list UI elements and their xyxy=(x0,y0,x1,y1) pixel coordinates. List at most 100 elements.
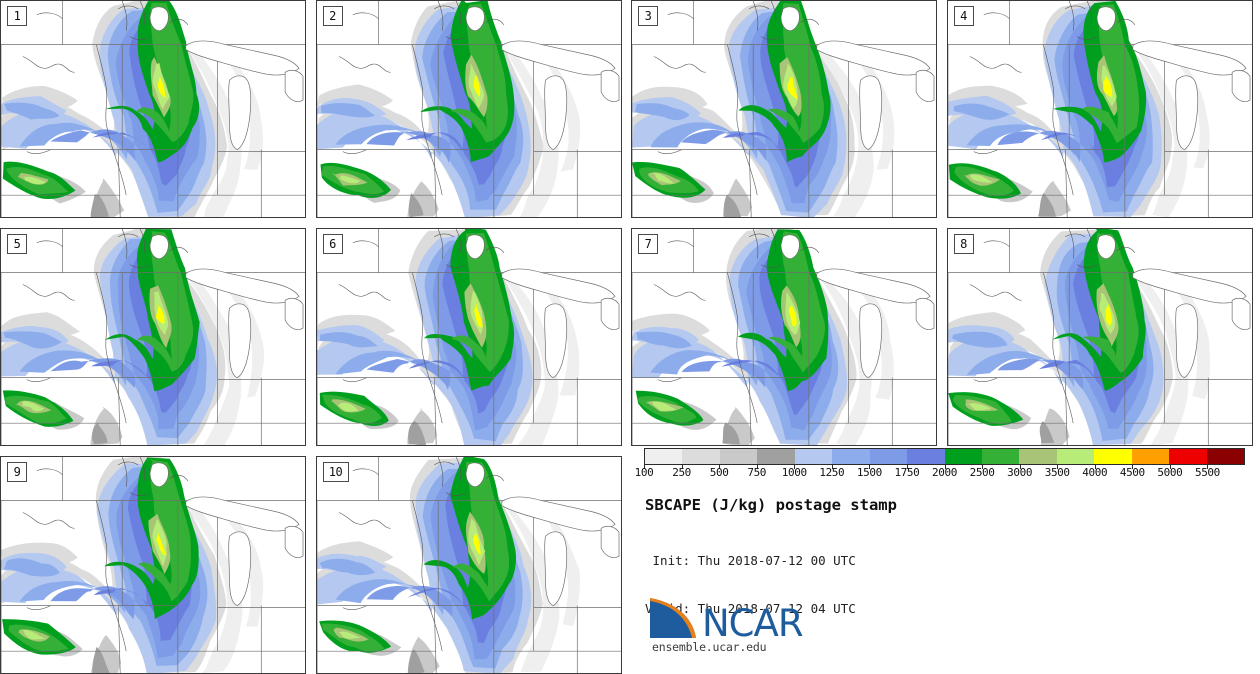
map-panel-7[interactable]: 7 xyxy=(631,228,937,446)
river-line xyxy=(485,246,504,253)
river-line xyxy=(1042,44,1054,124)
river-line xyxy=(60,64,75,73)
cape-band xyxy=(543,286,579,396)
great-lake-outline xyxy=(600,69,619,102)
map-panel-5[interactable]: 5 xyxy=(0,228,306,446)
cape-band xyxy=(814,46,874,217)
cape-band xyxy=(136,2,194,143)
map-panel-4[interactable]: 4 xyxy=(946,0,1253,218)
cape-band xyxy=(856,288,894,400)
map-panel-10[interactable]: 10 xyxy=(315,456,622,674)
great-lake-outline xyxy=(149,234,169,260)
cape-band xyxy=(156,531,167,556)
cape-band xyxy=(319,332,378,348)
cape-band xyxy=(184,500,243,673)
panel-number-label-9: 9 xyxy=(7,462,27,482)
river-line xyxy=(667,240,694,248)
cape-band xyxy=(1130,271,1188,445)
cape-band xyxy=(185,272,242,445)
river-line xyxy=(121,229,128,259)
colorbar-swatch xyxy=(832,449,870,464)
river-line xyxy=(36,12,63,20)
river-line xyxy=(445,264,466,268)
colorbar-swatch xyxy=(1056,449,1095,464)
cape-band xyxy=(1102,75,1112,98)
ncar-logo-icon: NCAR xyxy=(650,598,804,645)
great-lake-outline xyxy=(465,6,485,32)
cape-band xyxy=(23,176,46,185)
river-line xyxy=(760,36,782,40)
colorbar-swatch xyxy=(1169,449,1207,464)
colorbar-tick-label: 3500 xyxy=(1044,466,1070,479)
cape-band xyxy=(157,75,166,99)
river-line xyxy=(118,461,139,466)
river-line xyxy=(760,264,782,268)
river-line xyxy=(96,500,108,580)
river-line xyxy=(746,159,758,196)
cape-band xyxy=(318,558,375,576)
great-lake-outline xyxy=(600,525,619,558)
river-line xyxy=(129,492,151,496)
cape-contour-fill xyxy=(316,1,580,217)
river-line xyxy=(437,1,443,31)
cape-band xyxy=(1174,58,1210,169)
colorbar-tick xyxy=(1132,465,1134,469)
logo-url-text[interactable]: ensemble.ucar.edu xyxy=(652,640,767,654)
great-lake-outline xyxy=(284,525,304,558)
river-line xyxy=(691,64,706,73)
river-line xyxy=(376,292,391,301)
map-panel-3[interactable]: 3 xyxy=(631,0,937,218)
colorbar-tick xyxy=(794,465,796,469)
great-lake-outline xyxy=(816,40,931,76)
colorbar-swatch xyxy=(794,449,833,464)
colorbar-tick xyxy=(1019,465,1021,469)
colorbar-tick-label: 4500 xyxy=(1119,466,1145,479)
map-geography xyxy=(1,457,305,673)
river-line xyxy=(411,272,423,352)
colorbar-tick xyxy=(1094,465,1096,469)
colorbar-swatch xyxy=(757,449,795,464)
colorbar-tick xyxy=(944,465,946,469)
river-line xyxy=(1052,123,1064,160)
cape-band xyxy=(953,103,1009,120)
cape-contour-fill xyxy=(316,229,579,445)
cape-band xyxy=(652,401,677,412)
cape-band xyxy=(316,541,393,566)
great-lake-outline xyxy=(859,75,883,151)
river-line xyxy=(455,457,461,481)
map-geography xyxy=(947,229,1252,445)
river-line xyxy=(376,64,391,73)
river-line xyxy=(431,615,442,652)
colorbar-tick-label: 500 xyxy=(709,466,729,479)
map-panel-6[interactable]: 6 xyxy=(315,228,622,446)
great-lake-outline xyxy=(149,462,169,488)
colorbar-tick-labels: 100 250 500 750 1000 1250 1500 1750 2000 2500 3000… xyxy=(635,466,1245,480)
great-lake-outline xyxy=(500,496,616,532)
cape-band xyxy=(408,192,423,217)
cape-band xyxy=(636,331,692,349)
cape-band xyxy=(186,44,242,217)
river-line xyxy=(342,605,367,611)
river-line xyxy=(485,474,504,481)
map-panel-1[interactable]: 1 xyxy=(0,0,306,218)
cape-band xyxy=(542,514,580,627)
river-line xyxy=(1062,159,1073,196)
great-lake-outline xyxy=(543,303,567,379)
cape-contour-fill xyxy=(947,229,1210,445)
panel-number-label-10: 10 xyxy=(322,462,349,482)
great-lake-outline xyxy=(465,234,485,260)
river-line xyxy=(376,520,391,529)
great-lake-outline xyxy=(816,268,931,304)
river-line xyxy=(1042,272,1054,352)
river-line xyxy=(653,56,692,69)
map-geography xyxy=(316,229,621,445)
colorbar-ticks xyxy=(644,465,1245,470)
map-panel-2[interactable]: 2 xyxy=(315,0,622,218)
map-panel-9[interactable]: 9 xyxy=(0,456,306,674)
map-panel-8[interactable]: 8 xyxy=(946,228,1253,446)
ncar-logo[interactable]: NCAR xyxy=(648,592,848,654)
great-lake-outline xyxy=(228,303,252,379)
colorbar-swatches xyxy=(644,448,1245,465)
great-lake-outline xyxy=(543,75,567,151)
